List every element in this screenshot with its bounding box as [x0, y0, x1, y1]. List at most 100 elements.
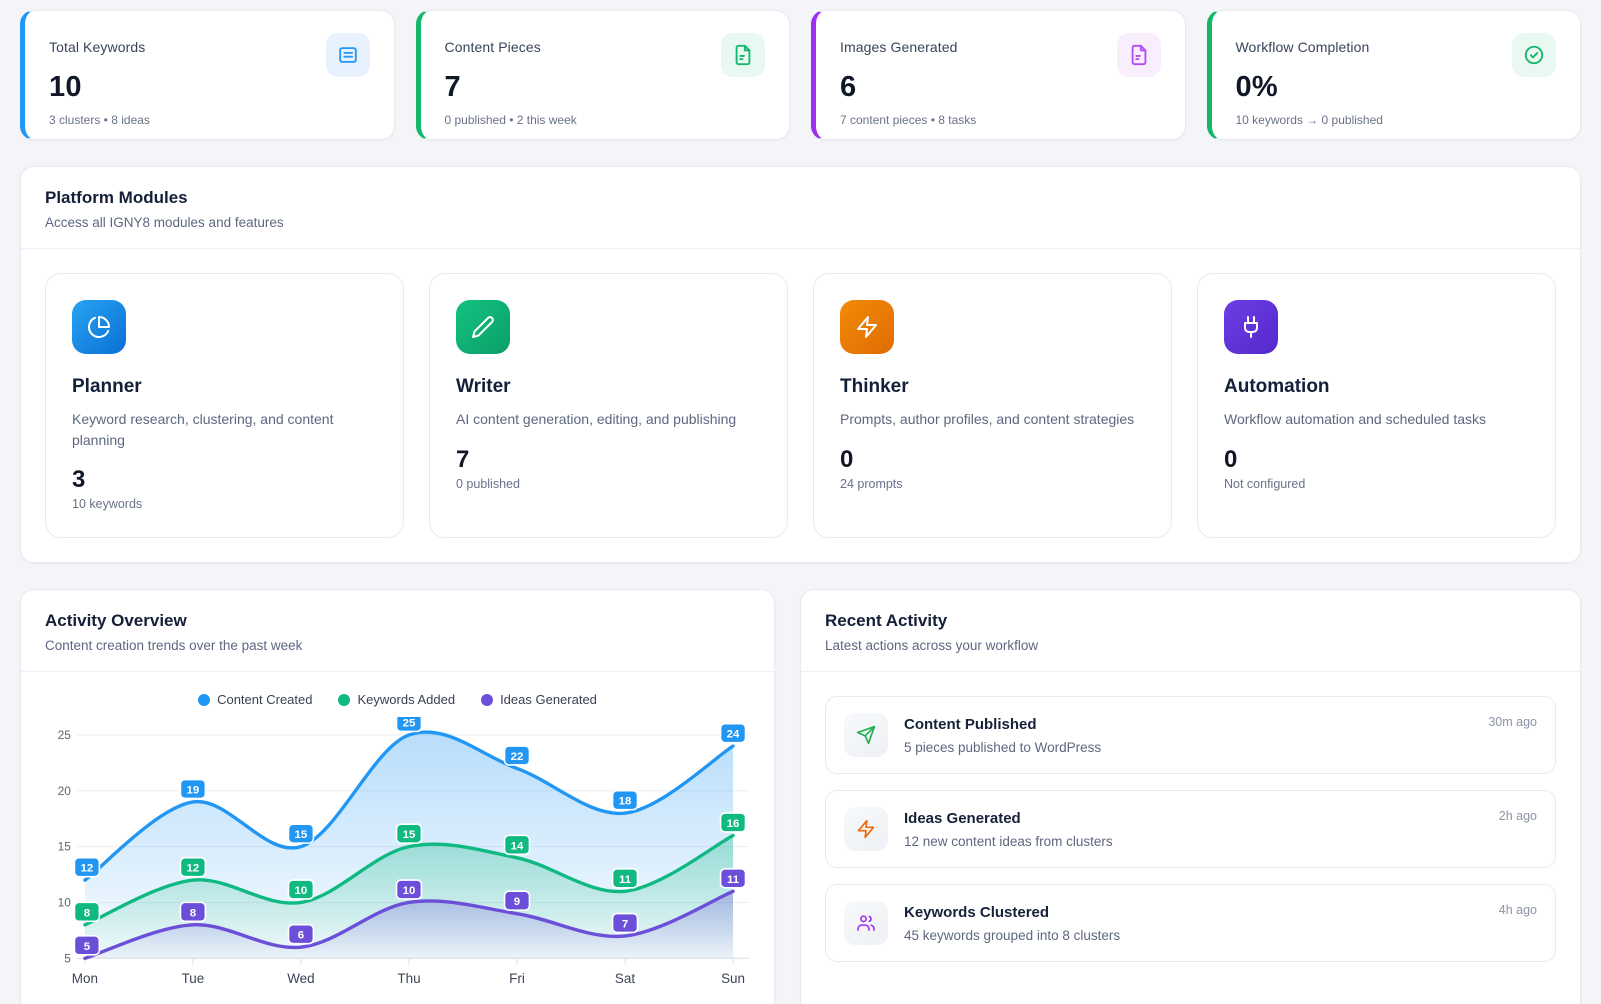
module-desc: Workflow automation and scheduled tasks	[1224, 411, 1486, 427]
module-card-automation[interactable]: Automation Workflow automation and sched…	[1197, 273, 1556, 539]
zap-icon	[844, 807, 888, 852]
module-card-planner[interactable]: Planner Keyword research, clustering, an…	[45, 273, 404, 539]
svg-text:Sun: Sun	[721, 972, 745, 987]
module-card-thinker[interactable]: Thinker Prompts, author profiles, and co…	[813, 273, 1172, 539]
stat-value: 6	[840, 71, 857, 103]
stat-label: Content Pieces	[444, 39, 541, 55]
module-card-writer[interactable]: Writer AI content generation, editing, a…	[429, 273, 788, 539]
module-value: 0	[1224, 445, 1238, 473]
users-icon	[844, 901, 888, 946]
stat-sub: 7 content pieces • 8 tasks	[840, 113, 977, 127]
stats-row: Total Keywords 10 3 clusters • 8 ideas C…	[20, 10, 1581, 140]
activity-item-time: 30m ago	[1488, 715, 1537, 730]
module-value: 3	[72, 466, 86, 494]
svg-text:10: 10	[58, 896, 72, 910]
activity-overview-card: Activity Overview Content creation trend…	[20, 589, 775, 1004]
svg-text:24: 24	[727, 729, 740, 741]
activity-item-ideas-generated[interactable]: Ideas Generated 12 new content ideas fro…	[825, 790, 1556, 869]
stat-card-total-keywords[interactable]: Total Keywords 10 3 clusters • 8 ideas	[20, 10, 395, 140]
svg-text:Tue: Tue	[182, 972, 205, 987]
svg-text:11: 11	[727, 874, 740, 886]
stat-card-workflow-completion[interactable]: Workflow Completion 0% 10 keywords → 0 p…	[1206, 10, 1581, 140]
activity-overview-title: Activity Overview	[45, 611, 187, 631]
svg-text:22: 22	[511, 751, 524, 763]
file-image-icon	[1116, 33, 1161, 77]
legend-label: Content Created	[217, 692, 313, 708]
svg-text:20: 20	[58, 784, 72, 798]
recent-activity-subtitle: Latest actions across your workflow	[825, 638, 1039, 654]
legend-dot-icon	[481, 693, 494, 706]
module-desc: Keyword research, clustering, and conten…	[72, 411, 334, 448]
svg-text:8: 8	[84, 908, 91, 920]
svg-text:Wed: Wed	[287, 972, 314, 987]
svg-text:15: 15	[295, 830, 308, 842]
legend-label: Ideas Generated	[500, 692, 597, 708]
legend-item-content-created[interactable]: Content Created	[198, 692, 312, 707]
list-icon	[325, 33, 370, 77]
svg-text:11: 11	[619, 874, 632, 886]
stat-sub: 0 published • 2 this week	[444, 113, 577, 127]
svg-text:8: 8	[190, 908, 197, 920]
legend-label: Keywords Added	[357, 692, 456, 708]
activity-item-title: Keywords Clustered	[904, 903, 1050, 921]
legend-item-keywords-added[interactable]: Keywords Added	[338, 692, 455, 707]
svg-text:25: 25	[58, 728, 72, 742]
legend-item-ideas-generated[interactable]: Ideas Generated	[481, 692, 597, 707]
svg-text:5: 5	[64, 952, 71, 966]
legend-dot-icon	[198, 693, 211, 706]
module-title: Automation	[1224, 376, 1330, 397]
svg-text:14: 14	[511, 841, 524, 853]
stat-card-content-pieces[interactable]: Content Pieces 7 0 published • 2 this we…	[415, 10, 790, 140]
platform-modules-card: Platform Modules Access all IGNY8 module…	[20, 166, 1581, 564]
recent-activity-list: Content Published 5 pieces published to …	[801, 672, 1580, 986]
svg-text:19: 19	[187, 785, 200, 797]
chart-legend: Content Created Keywords Added Ideas Gen…	[21, 672, 774, 713]
check-circle-icon	[1512, 33, 1556, 77]
recent-activity-card: Recent Activity Latest actions across yo…	[800, 589, 1581, 1004]
stat-label: Workflow Completion	[1235, 39, 1370, 55]
stat-label: Images Generated	[840, 39, 958, 55]
svg-text:10: 10	[403, 885, 416, 897]
pencil-icon	[456, 300, 510, 354]
activity-item-keywords-clustered[interactable]: Keywords Clustered 45 keywords grouped i…	[825, 884, 1556, 963]
svg-text:Mon: Mon	[72, 972, 98, 987]
stat-sub: 10 keywords → 0 published	[1235, 113, 1383, 127]
activity-item-desc: 45 keywords grouped into 8 clusters	[904, 927, 1121, 943]
stat-value: 0%	[1235, 71, 1278, 103]
modules-grid: Planner Keyword research, clustering, an…	[21, 249, 1580, 562]
recent-activity-title: Recent Activity	[825, 611, 948, 631]
svg-text:12: 12	[187, 863, 200, 875]
plug-icon	[1224, 300, 1278, 354]
pie-chart-icon	[72, 300, 126, 354]
module-title: Writer	[456, 376, 511, 397]
module-value: 0	[840, 445, 854, 473]
legend-dot-icon	[338, 693, 351, 706]
stat-label: Total Keywords	[49, 39, 146, 55]
file-text-icon	[721, 33, 765, 77]
svg-text:25: 25	[403, 718, 416, 730]
platform-modules-subtitle: Access all IGNY8 modules and features	[45, 215, 284, 230]
activity-item-time: 4h ago	[1498, 903, 1537, 918]
svg-text:18: 18	[619, 796, 632, 808]
activity-item-time: 2h ago	[1498, 809, 1537, 824]
svg-text:15: 15	[58, 840, 72, 854]
activity-line-chart: 12 19 15 25 22 18 24 8 12 10 15 14 11 16…	[21, 713, 774, 1004]
activity-item-title: Content Published	[904, 715, 1037, 733]
module-sub: 24 prompts	[840, 476, 903, 491]
activity-item-content-published[interactable]: Content Published 5 pieces published to …	[825, 696, 1556, 775]
svg-text:Sat: Sat	[615, 972, 635, 987]
module-sub: 10 keywords	[72, 497, 143, 512]
svg-text:9: 9	[514, 897, 520, 909]
stat-card-images-generated[interactable]: Images Generated 6 7 content pieces • 8 …	[811, 10, 1186, 140]
activity-item-desc: 5 pieces published to WordPress	[904, 739, 1102, 755]
module-sub: 0 published	[456, 476, 520, 491]
stat-value: 7	[444, 71, 461, 103]
activity-item-desc: 12 new content ideas from clusters	[904, 833, 1113, 849]
svg-text:10: 10	[295, 885, 308, 897]
svg-text:6: 6	[298, 930, 304, 942]
activity-overview-subtitle: Content creation trends over the past we…	[45, 638, 303, 654]
module-desc: AI content generation, editing, and publ…	[456, 411, 737, 427]
stat-value: 10	[49, 71, 82, 103]
svg-text:Fri: Fri	[509, 972, 525, 987]
activity-item-title: Ideas Generated	[904, 809, 1021, 827]
